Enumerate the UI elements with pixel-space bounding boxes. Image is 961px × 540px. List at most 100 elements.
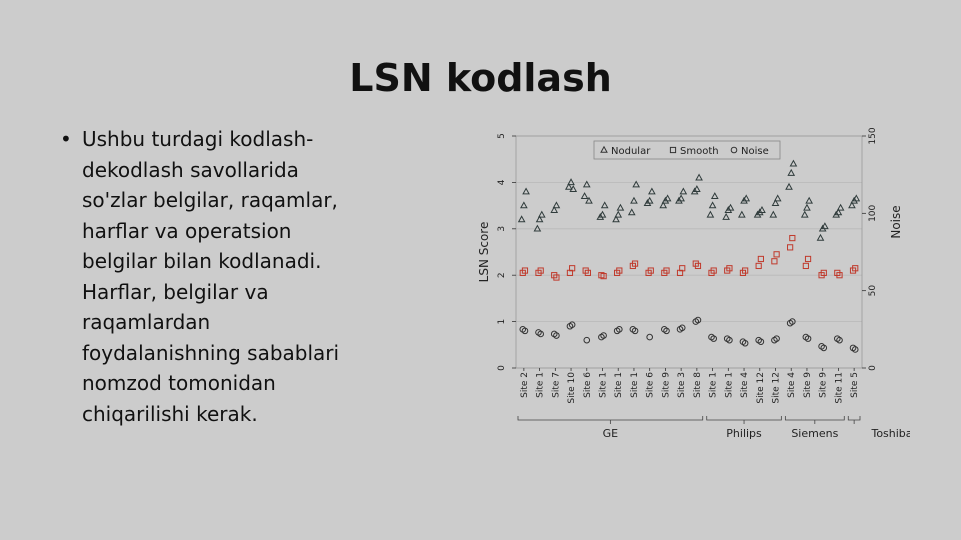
vendor-bracket	[517, 416, 704, 421]
x-tick-label: Site 1	[599, 372, 609, 398]
vendor-bracket	[706, 416, 782, 421]
nodular-point	[787, 168, 796, 176]
noise-point	[537, 330, 544, 338]
nodular-point	[805, 196, 814, 204]
noise-point	[631, 327, 639, 335]
nodular-point	[706, 210, 715, 218]
noise-point	[678, 324, 686, 332]
plot-frame	[515, 135, 863, 369]
smooth-point	[787, 244, 794, 251]
x-tick-label: Site 1	[536, 372, 546, 398]
x-tick-label: Site 5	[850, 372, 860, 398]
nodular-point	[535, 215, 544, 223]
slide-title: LSN kodlash	[349, 56, 612, 100]
nodular-point	[552, 201, 561, 209]
smooth-point	[820, 269, 827, 276]
nodular-point	[614, 210, 623, 218]
smooth-point	[553, 274, 560, 281]
nodular-point	[708, 201, 717, 209]
legend-noise-label: Noise	[741, 146, 769, 157]
nodular-point	[693, 185, 701, 193]
nodular-point	[612, 215, 620, 223]
y2-tick-label: 100	[868, 204, 878, 221]
noise-point	[741, 339, 749, 347]
bullet-dot-icon: •	[60, 127, 72, 151]
nodular-point	[677, 194, 685, 202]
x-tick-label: Site 4	[740, 372, 750, 398]
nodular-point	[803, 203, 811, 211]
y-tick-label: 0	[497, 365, 507, 371]
smooth-point	[647, 267, 654, 274]
nodular-point	[679, 187, 688, 195]
y-axis-label: LSN Score	[477, 222, 491, 283]
noise-point	[663, 327, 670, 335]
nodular-point	[773, 194, 782, 202]
nodular-point	[663, 194, 672, 202]
x-tick-label: Site 9	[819, 372, 829, 398]
nodular-point	[722, 212, 730, 220]
smooth-point	[802, 262, 809, 270]
vendor-label: Philips	[726, 427, 762, 440]
noise-point	[710, 335, 717, 342]
noise-point	[773, 335, 780, 342]
y-tick-label: 4	[497, 179, 507, 185]
x-tick-label: Site 9	[803, 372, 813, 398]
nodular-point	[834, 208, 843, 216]
x-tick-label: Site 3	[677, 372, 687, 398]
noise-point	[820, 344, 828, 352]
nodular-point	[616, 203, 625, 211]
smooth-point	[600, 273, 607, 280]
y2-tick-label: 0	[868, 365, 878, 371]
smooth-point	[694, 262, 702, 270]
nodular-point	[710, 192, 719, 200]
nodular-point	[726, 203, 735, 211]
bullet-item: • Ushbu turdagi kodlash-dekodlash savoll…	[60, 124, 360, 429]
vendor-label: GE	[603, 427, 619, 440]
smooth-point	[616, 267, 623, 274]
noise-point	[836, 336, 843, 344]
y-tick-label: 2	[497, 272, 507, 278]
x-tick-label: Site 12	[756, 372, 766, 404]
bullet-text: Ushbu turdagi kodlash-dekodlash savollar…	[82, 127, 340, 426]
x-tick-label: Site 10	[567, 372, 577, 404]
legend-nodular-marker	[600, 145, 608, 153]
nodular-point	[789, 159, 798, 167]
smooth-point	[726, 265, 733, 272]
y2-axis-label: Noise	[889, 205, 903, 238]
noise-point	[646, 333, 653, 341]
nodular-point	[580, 192, 589, 200]
nodular-point	[522, 187, 530, 195]
noise-point	[757, 338, 765, 346]
x-tick-label: Site 8	[693, 372, 703, 398]
smooth-point	[679, 265, 686, 272]
smooth-point	[521, 267, 529, 274]
smooth-point	[804, 255, 812, 263]
y-tick-label: 1	[497, 319, 507, 325]
nodular-point	[582, 180, 591, 188]
x-tick-label: Site 12	[772, 372, 782, 404]
nodular-point	[852, 194, 861, 202]
nodular-point	[737, 210, 746, 218]
legend-nodular-label: Nodular	[611, 146, 651, 157]
nodular-point	[569, 185, 578, 193]
smooth-point	[631, 260, 639, 267]
vendor-label: Toshiba	[870, 427, 910, 440]
nodular-point	[600, 201, 609, 209]
nodular-point	[648, 187, 656, 195]
legend-smooth-label: Smooth	[680, 146, 719, 157]
smooth-point	[742, 267, 749, 274]
nodular-point	[695, 173, 703, 181]
x-tick-label: Site 1	[724, 372, 734, 398]
nodular-point	[533, 224, 542, 232]
nodular-point	[567, 178, 575, 186]
vendor-bracket	[847, 416, 861, 421]
nodular-point	[627, 208, 636, 216]
x-tick-label: Site 1	[630, 372, 640, 398]
smooth-point	[789, 234, 796, 242]
noise-point	[568, 321, 576, 328]
nodular-point	[769, 210, 778, 218]
vendor-label: Siemens	[791, 427, 838, 440]
smooth-point	[710, 267, 717, 274]
